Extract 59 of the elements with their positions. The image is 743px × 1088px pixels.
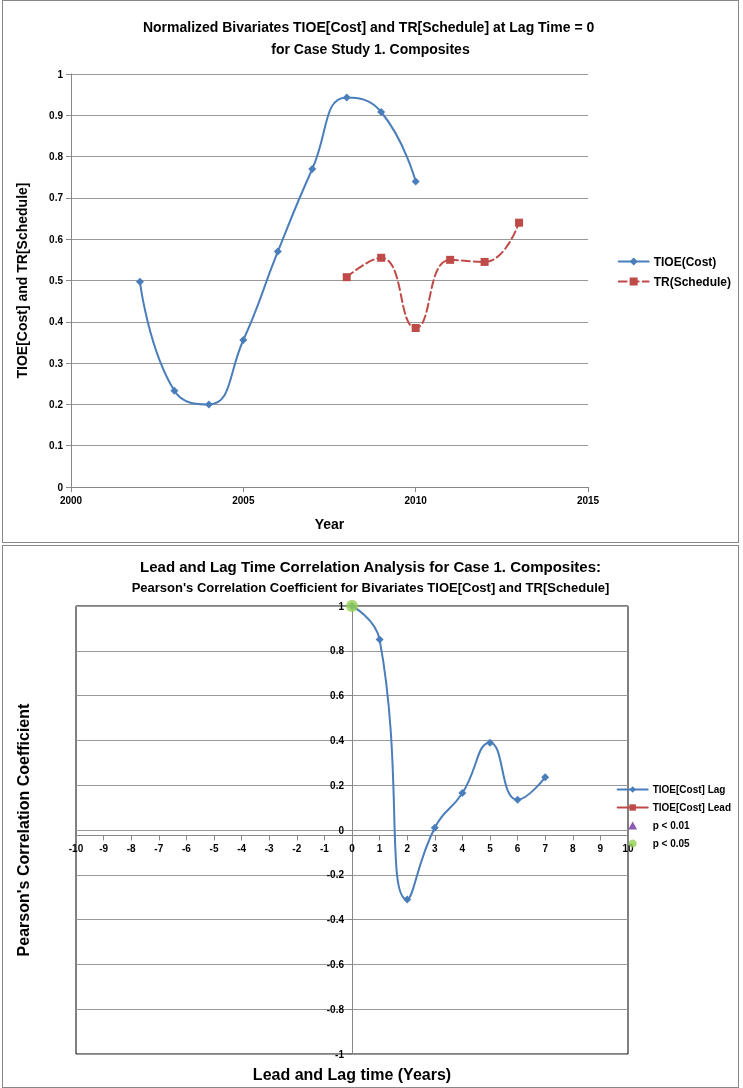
chart-subtitle: Pearson's Correlation Coefficient for Bivariates TIOE[Cost] and TR[Schedule] <box>131 580 610 595</box>
x-tick-label: -4 <box>237 842 247 854</box>
x-tick-label: 10 <box>622 842 634 854</box>
legend-label: p < 0.01 <box>652 820 691 831</box>
x-tick-label: -6 <box>181 842 192 854</box>
x-tick-label: 6 <box>514 842 521 854</box>
y-tick-label: -1 <box>335 1048 345 1060</box>
x-tick-label: 5 <box>487 842 494 854</box>
y-tick-label: 0.2 <box>49 398 64 410</box>
x-tick-label: 0 <box>349 842 356 854</box>
x-tick-label: 2 <box>404 842 411 854</box>
legend-label: TIOE(Cost) <box>653 254 717 269</box>
x-axis-title: Year <box>314 516 345 532</box>
y-tick-label: 0.4 <box>330 734 345 746</box>
x-tick-label: -2 <box>292 842 302 854</box>
y-tick-label: 0.8 <box>49 151 64 163</box>
y-tick-label: -0.8 <box>326 1003 345 1015</box>
x-tick-label: 2010 <box>404 494 428 506</box>
y-tick-label: 0.5 <box>49 275 64 286</box>
y-tick-label: 0 <box>338 824 345 836</box>
x-tick-label: 8 <box>570 842 577 854</box>
y-tick-label: 0.3 <box>49 357 64 369</box>
y-tick-label: 0.9 <box>49 109 64 121</box>
chart-title: Normalized Bivariates TIOE[Cost] and TR[Schedule] at Lag Time = 0 for Case Study 1. Composites <box>142 19 599 57</box>
x-tick-label: -8 <box>126 842 137 854</box>
x-tick-label: 3 <box>432 842 439 854</box>
y-tick-label: 0.8 <box>330 645 345 657</box>
y-tick-label: 0.2 <box>330 779 345 791</box>
y-tick-label: 0.6 <box>49 233 64 245</box>
x-tick-label: -7 <box>154 842 164 854</box>
y-tick-label: 1 <box>338 600 345 612</box>
y-tick-label: 0.6 <box>330 690 345 702</box>
legend-label: TR(Schedule) <box>653 274 732 289</box>
x-tick-label: 4 <box>459 842 466 854</box>
y-axis-title: TIOE[Cost] and TR[Schedule] <box>14 182 30 379</box>
x-tick-label: -5 <box>209 842 219 854</box>
y-tick-label: 0.4 <box>49 316 64 328</box>
legend-label: TIOE[Cost] Lag <box>652 784 726 795</box>
y-tick-label: -0.4 <box>326 914 345 926</box>
y-tick-label: 0 <box>57 481 64 493</box>
y-tick-label: 0.7 <box>49 192 64 204</box>
legend-label: p < 0.05 <box>652 838 691 849</box>
x-tick-label: -9 <box>99 842 109 854</box>
x-tick-label: 2000 <box>59 494 83 506</box>
x-tick-label: -10 <box>68 842 84 854</box>
y-axis-title: Pearson's Correlation Coefficient <box>14 702 32 957</box>
x-tick-label: 2005 <box>232 494 255 506</box>
x-tick-label: 1 <box>376 842 383 854</box>
legend-label: TIOE[Cost] Lead <box>652 802 732 813</box>
x-tick-label: -3 <box>264 842 275 854</box>
x-tick-label: 7 <box>542 842 549 854</box>
x-tick-label: 2015 <box>576 494 600 506</box>
y-tick-label: 0.1 <box>49 440 64 452</box>
x-tick-label: 9 <box>597 842 604 854</box>
y-tick-label: 1 <box>57 68 64 80</box>
y-tick-label: -0.2 <box>326 869 345 881</box>
x-axis-title: Lead and Lag time (Years) <box>252 1065 452 1083</box>
y-tick-label: -0.6 <box>326 958 345 970</box>
chart-title: Lead and Lag Time Correlation Analysis for Case 1. Composites: <box>140 557 601 575</box>
